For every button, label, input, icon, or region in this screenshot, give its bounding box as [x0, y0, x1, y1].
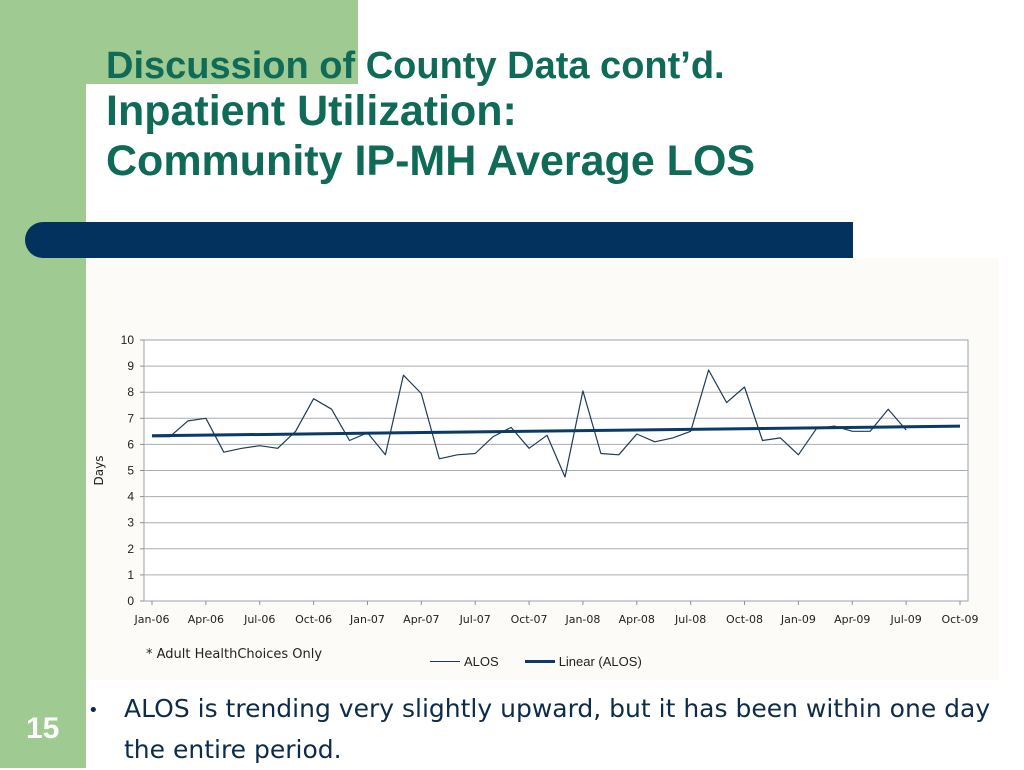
y-tick-label: 10 — [121, 333, 135, 347]
title-line-1: Discussion of County Data cont’d. — [106, 45, 725, 87]
x-tick-label: Jan-08 — [564, 613, 600, 626]
series-line-alos — [152, 369, 907, 478]
y-tick-label: 0 — [127, 594, 134, 608]
series-line-linear-alos — [151, 424, 961, 438]
y-tick-label: 5 — [127, 464, 134, 478]
navy-divider-bar — [25, 222, 853, 258]
bullet-dot: • — [88, 700, 99, 721]
legend-label-alos: ALOS — [464, 654, 499, 669]
y-tick-label: 6 — [127, 437, 134, 451]
y-tick-label: 8 — [127, 385, 134, 399]
legend-item-linear: Linear (ALOS) — [524, 654, 642, 669]
y-tick-label: 7 — [127, 411, 134, 425]
bullet-point: • ALOS is trending very slightly upward,… — [88, 688, 998, 770]
title-line-2: Inpatient Utilization: — [106, 87, 517, 135]
y-tick-label: 2 — [127, 542, 134, 556]
title-line-3: Community IP-MH Average LOS — [106, 137, 756, 185]
x-tick-label: Jan-07 — [349, 613, 385, 626]
x-tick-label: Jul-08 — [674, 613, 706, 626]
x-tick-label: Apr-06 — [188, 613, 224, 626]
x-tick-label: Oct-06 — [295, 613, 332, 626]
x-tick-label: Apr-09 — [834, 613, 870, 626]
y-tick-label: 1 — [127, 568, 134, 582]
x-tick-label: Apr-07 — [403, 613, 439, 626]
x-tick-label: Oct-09 — [942, 613, 979, 626]
x-tick-label: Jan-09 — [780, 613, 816, 626]
x-tick-label: Apr-08 — [619, 613, 655, 626]
y-axis-label: Days — [92, 456, 106, 486]
x-tick-label: Oct-08 — [726, 613, 763, 626]
chart-footnote: * Adult HealthChoices Only — [146, 647, 323, 662]
slide-title: Discussion of County Data cont’d. Inpati… — [106, 46, 1006, 186]
legend-swatch-linear — [524, 660, 555, 663]
y-tick-label: 9 — [127, 359, 134, 373]
legend-item-alos: ALOS — [430, 654, 499, 669]
x-tick-label: Jan-06 — [134, 613, 170, 626]
page-number: 15 — [26, 712, 60, 745]
alos-line-chart: 0 1 2 3 4 5 6 7 8 9 10 Days Jan-06 Apr-06 Jul-06 Oct-06… — [92, 333, 979, 626]
sidebar-green-band — [0, 0, 86, 768]
legend-label-linear: Linear (ALOS) — [558, 654, 642, 669]
legend-swatch-alos — [430, 661, 460, 662]
y-tick-label: 3 — [127, 516, 134, 530]
x-tick-label: Oct-07 — [511, 613, 548, 626]
x-tick-label: Jul-07 — [459, 613, 491, 626]
x-tick-label: Jul-06 — [243, 613, 275, 626]
x-tick-label: Jul-09 — [890, 613, 922, 626]
chart-legend: ALOS Linear (ALOS) — [430, 654, 642, 669]
chart-area: 0 1 2 3 4 5 6 7 8 9 10 Days Jan-06 Apr-06 Jul-06 Oct-06… — [86, 258, 999, 680]
y-tick-label: 4 — [127, 490, 134, 504]
header-green-block — [0, 0, 358, 84]
bullet-text: ALOS is trending very slightly upward, b… — [124, 694, 991, 764]
